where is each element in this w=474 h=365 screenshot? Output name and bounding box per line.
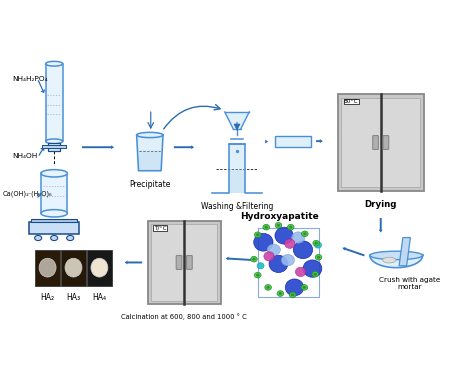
Ellipse shape <box>383 257 396 263</box>
Ellipse shape <box>137 132 163 138</box>
Ellipse shape <box>301 285 308 290</box>
FancyBboxPatch shape <box>35 250 60 287</box>
Text: T/°C: T/°C <box>154 225 166 230</box>
Ellipse shape <box>256 274 259 277</box>
Ellipse shape <box>285 279 304 296</box>
Ellipse shape <box>39 258 56 277</box>
Ellipse shape <box>67 235 74 241</box>
Polygon shape <box>370 255 423 268</box>
Ellipse shape <box>264 251 274 261</box>
Ellipse shape <box>46 61 63 66</box>
Ellipse shape <box>46 139 63 144</box>
FancyBboxPatch shape <box>275 136 310 146</box>
Ellipse shape <box>281 254 294 266</box>
Text: 80°C: 80°C <box>344 99 359 104</box>
Ellipse shape <box>293 241 313 259</box>
FancyBboxPatch shape <box>61 250 86 287</box>
Polygon shape <box>137 135 163 171</box>
FancyBboxPatch shape <box>87 250 112 287</box>
Ellipse shape <box>291 293 294 296</box>
Bar <box>31 219 77 223</box>
Ellipse shape <box>257 263 264 269</box>
FancyBboxPatch shape <box>29 223 79 234</box>
FancyBboxPatch shape <box>373 135 378 150</box>
Ellipse shape <box>255 232 261 238</box>
FancyBboxPatch shape <box>383 135 389 150</box>
FancyBboxPatch shape <box>341 97 420 188</box>
FancyBboxPatch shape <box>187 255 192 269</box>
Text: NH₄OH: NH₄OH <box>13 153 38 158</box>
FancyBboxPatch shape <box>176 255 182 269</box>
Ellipse shape <box>292 232 305 243</box>
Ellipse shape <box>277 291 283 296</box>
Polygon shape <box>212 144 262 193</box>
Polygon shape <box>225 112 249 129</box>
Polygon shape <box>212 169 262 193</box>
Ellipse shape <box>289 226 292 228</box>
Ellipse shape <box>312 272 319 277</box>
Ellipse shape <box>275 223 282 228</box>
Ellipse shape <box>279 292 282 295</box>
Ellipse shape <box>51 235 58 241</box>
Ellipse shape <box>317 256 320 259</box>
Ellipse shape <box>287 224 294 230</box>
Ellipse shape <box>256 233 259 236</box>
Bar <box>48 143 60 151</box>
Ellipse shape <box>295 267 306 277</box>
Text: Hydroxyapatite: Hydroxyapatite <box>240 212 319 221</box>
Text: Calcination at 600, 800 and 1000 ° C: Calcination at 600, 800 and 1000 ° C <box>121 313 247 319</box>
Text: HA₄: HA₄ <box>92 293 106 301</box>
Ellipse shape <box>265 285 272 290</box>
Text: NH₄H₂PO₄: NH₄H₂PO₄ <box>13 76 48 82</box>
FancyBboxPatch shape <box>41 173 67 213</box>
Ellipse shape <box>41 170 67 177</box>
Ellipse shape <box>301 231 308 237</box>
Ellipse shape <box>41 210 67 217</box>
Ellipse shape <box>370 251 423 260</box>
Polygon shape <box>138 150 161 170</box>
Text: HA₃: HA₃ <box>66 293 81 301</box>
FancyBboxPatch shape <box>151 224 218 301</box>
Ellipse shape <box>254 233 273 251</box>
Ellipse shape <box>303 260 322 277</box>
Bar <box>42 145 66 148</box>
FancyBboxPatch shape <box>46 64 63 141</box>
Text: Precipitate: Precipitate <box>129 180 171 189</box>
Text: Ca(OH)₂·(H₂O)₆: Ca(OH)₂·(H₂O)₆ <box>2 190 52 197</box>
Ellipse shape <box>263 224 270 230</box>
Ellipse shape <box>266 286 270 289</box>
Ellipse shape <box>65 258 82 277</box>
Ellipse shape <box>315 242 318 245</box>
Ellipse shape <box>289 292 296 298</box>
Ellipse shape <box>313 241 319 246</box>
Text: Drying: Drying <box>365 200 397 209</box>
Ellipse shape <box>91 258 108 277</box>
Text: HA₂: HA₂ <box>40 293 55 301</box>
Ellipse shape <box>267 244 280 255</box>
FancyBboxPatch shape <box>148 220 221 304</box>
FancyBboxPatch shape <box>338 94 424 191</box>
Ellipse shape <box>252 258 255 261</box>
Ellipse shape <box>255 272 261 278</box>
Ellipse shape <box>269 255 288 273</box>
Ellipse shape <box>303 286 306 289</box>
Ellipse shape <box>314 273 317 276</box>
Ellipse shape <box>303 233 307 235</box>
Ellipse shape <box>315 254 322 260</box>
Ellipse shape <box>35 235 42 241</box>
Text: Crush with agate
mortar: Crush with agate mortar <box>379 277 440 289</box>
Ellipse shape <box>277 224 280 227</box>
Ellipse shape <box>275 227 293 244</box>
Ellipse shape <box>284 239 295 248</box>
Ellipse shape <box>315 242 321 248</box>
Text: Washing &Filtering: Washing &Filtering <box>201 202 273 211</box>
Ellipse shape <box>264 226 268 228</box>
Polygon shape <box>399 238 410 266</box>
Ellipse shape <box>251 256 257 262</box>
